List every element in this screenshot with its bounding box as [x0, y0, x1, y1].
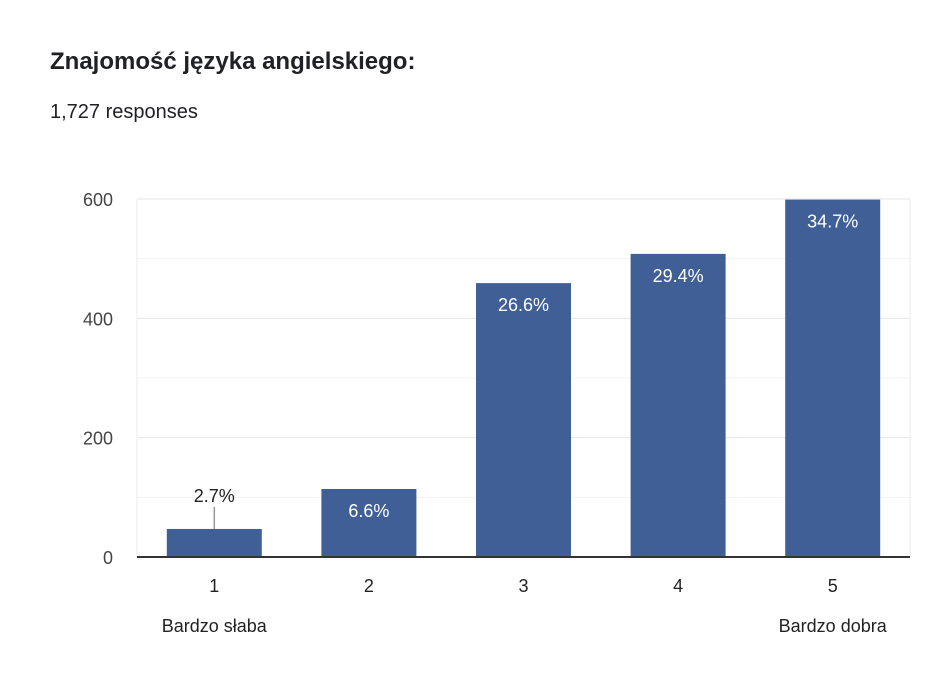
data-label: 34.7% [807, 212, 858, 232]
response-count: 1,727 responses [50, 101, 198, 123]
bar-5 [785, 199, 881, 557]
x-tick-label: 3 [518, 576, 528, 596]
chart-title: Znajomość języka angielskiego: [50, 48, 416, 75]
x-tick-label: 5 [828, 576, 838, 596]
y-tick-label: 200 [83, 429, 113, 449]
bar-4 [630, 253, 726, 558]
bar-3 [476, 283, 571, 557]
bar-1 [166, 528, 262, 557]
data-label: 6.6% [348, 501, 389, 521]
data-label: 2.7% [194, 486, 235, 506]
bar-2 [321, 488, 417, 557]
y-tick-label: 400 [83, 309, 113, 329]
x-tick-label: 4 [673, 576, 683, 596]
scale-label-low: Bardzo słaba [162, 616, 268, 636]
data-label: 26.6% [498, 295, 549, 315]
y-tick-label: 600 [83, 190, 113, 210]
data-label: 29.4% [653, 266, 704, 286]
x-tick-label: 2 [364, 576, 374, 596]
scale-label-high: Bardzo dobra [779, 616, 888, 636]
x-tick-label: 1 [209, 576, 219, 596]
y-tick-label: 0 [103, 548, 113, 568]
